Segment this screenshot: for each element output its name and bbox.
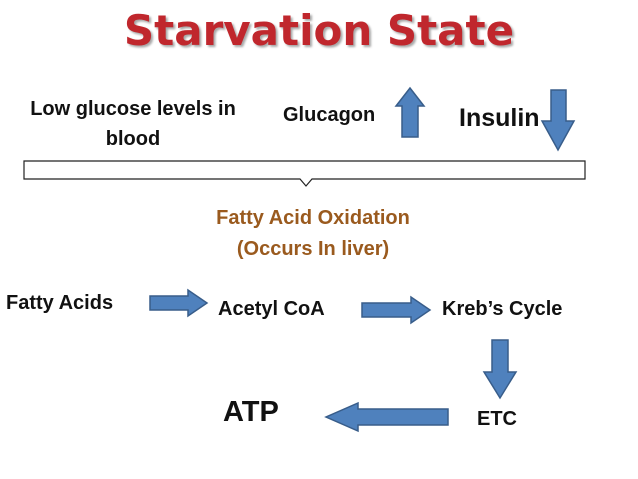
- process-location: (Occurs In liver): [236, 238, 390, 260]
- krebs-cycle-node: Kreb’s Cycle: [442, 298, 563, 320]
- process-label: Fatty Acid Oxidation (Occurs In liver): [168, 203, 458, 265]
- insulin-down-arrow: [540, 89, 576, 152]
- atp-node: ATP: [223, 396, 279, 428]
- insulin-label: Insulin: [459, 104, 540, 132]
- arrow-krebs-to-etc: [482, 339, 518, 400]
- slide-title: Starvation State: [123, 6, 515, 55]
- process-name: Fatty Acid Oxidation: [216, 207, 410, 229]
- acetyl-coa-node: Acetyl CoA: [218, 298, 325, 320]
- glucagon-up-arrow: [394, 86, 426, 138]
- arrow-fatty-acids-to-acetyl-coa: [149, 288, 209, 318]
- etc-node: ETC: [477, 408, 517, 430]
- arrow-acetyl-coa-to-krebs: [361, 295, 432, 325]
- low-glucose-label: Low glucose levels in blood: [30, 98, 236, 150]
- summary-bracket: [23, 160, 586, 187]
- arrow-etc-to-atp: [324, 401, 449, 433]
- fatty-acids-node: Fatty Acids: [6, 292, 114, 314]
- glucagon-label: Glucagon: [283, 104, 376, 126]
